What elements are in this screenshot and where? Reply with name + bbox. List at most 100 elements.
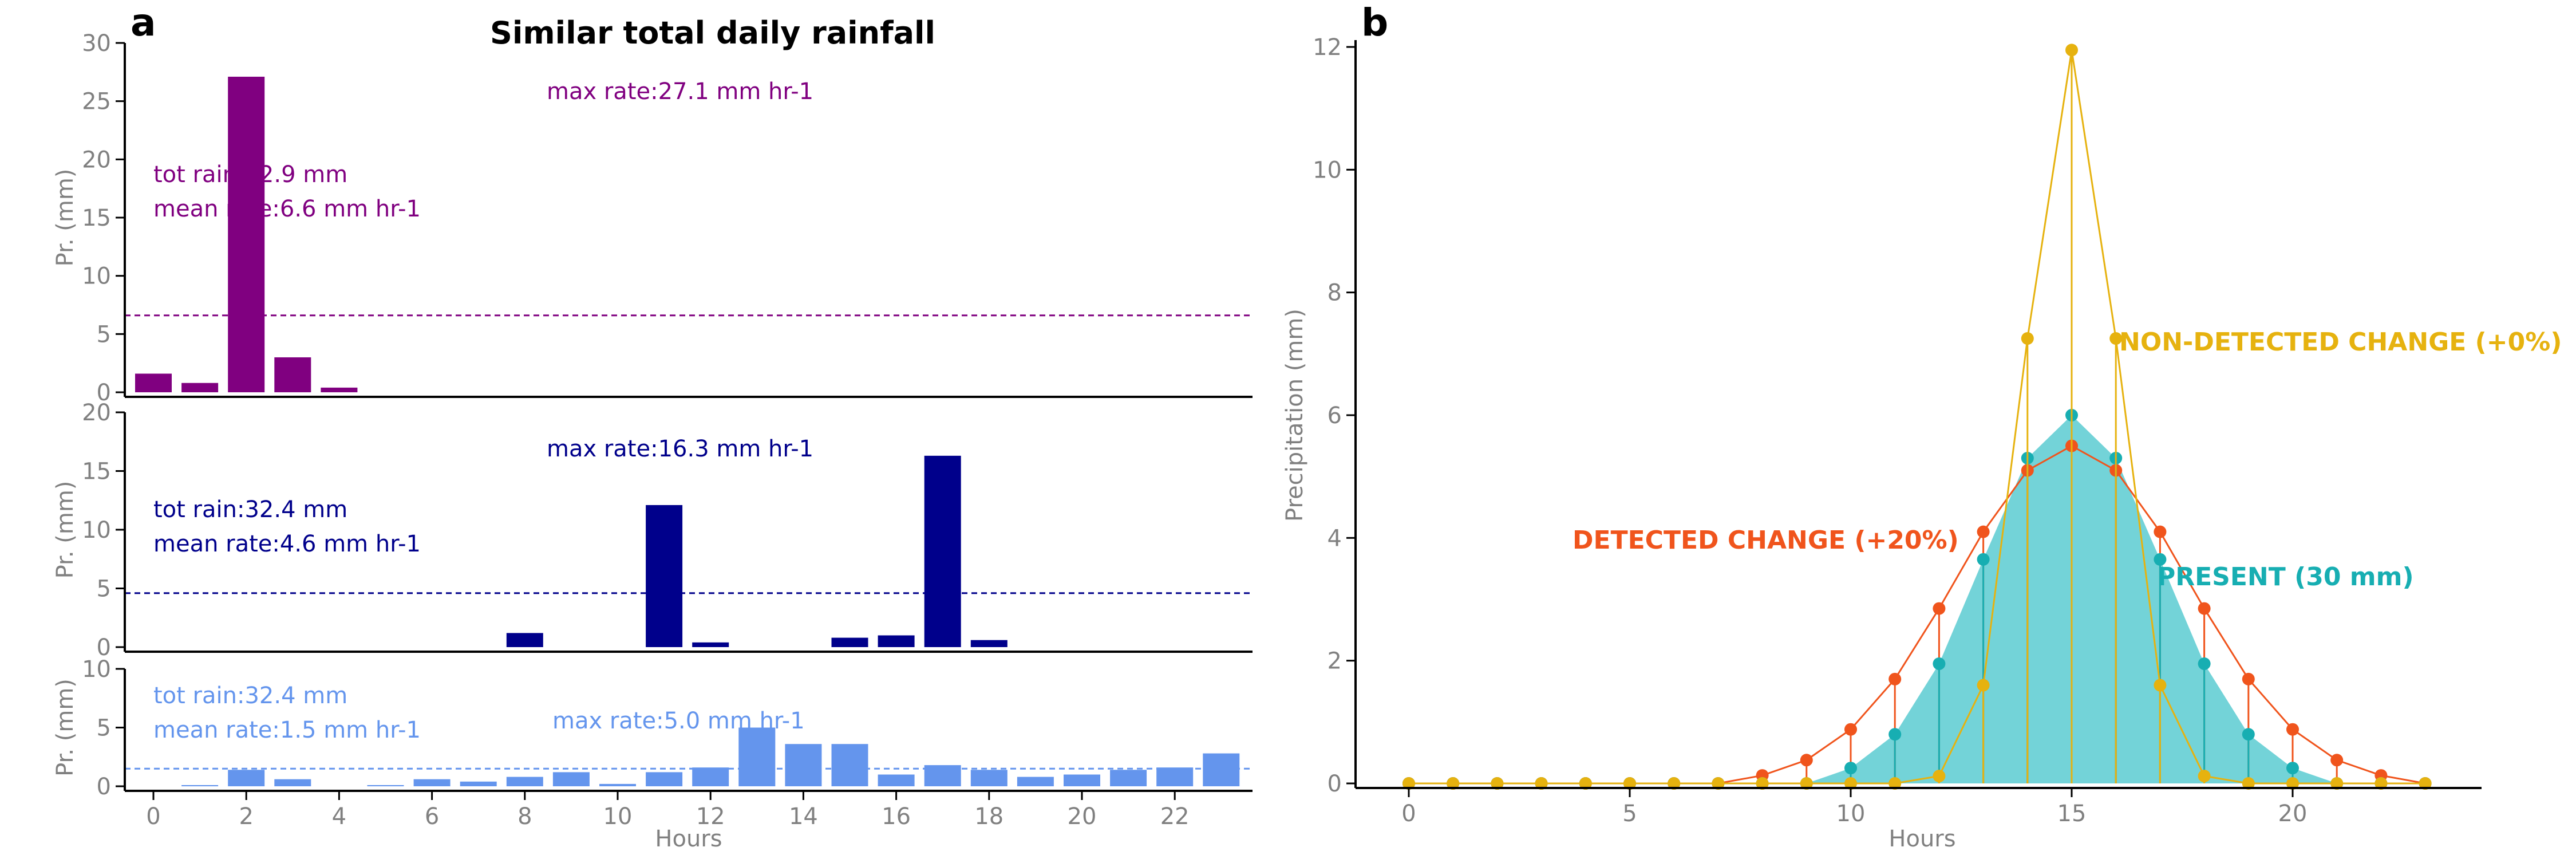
non-detected-change-point [2419,777,2432,790]
y-tick-label-s2: 10 [82,517,111,543]
bar-s3-h22 [1156,767,1194,786]
y-axis-label-s1: Pr. (mm) [52,169,78,267]
y-tick-label-s2: 20 [82,400,111,426]
x-tick-label: 4 [332,803,346,830]
x-tick-label: 8 [517,803,532,830]
y-tick-label-s1: 5 [97,321,111,348]
bar-s3-h5 [367,785,404,786]
detected-change-point [1977,525,1990,538]
x-axis-label-b: Hours [1888,826,1955,852]
non-detected-change-point [1712,777,1725,790]
present-point [2242,728,2255,741]
bar-s2-h17 [924,455,961,647]
y-tick-label-s3: 0 [97,774,111,800]
annotation-mean-rate-s2: mean rate:4.6 mm hr-1 [153,531,421,557]
bar-s3-h2 [228,770,265,786]
bar-s1-h3 [274,357,311,392]
y-tick-label-b: 12 [1313,34,1342,61]
present-point [1977,553,1990,566]
detected-change-point [1888,672,1902,685]
annotation-tot-rain-s2: tot rain:32.4 mm [153,497,347,523]
x-tick-label: 6 [425,803,439,830]
x-tick-label-b: 10 [1836,801,1866,827]
bar-s1-h2 [228,76,265,392]
present-point [1844,762,1857,775]
annotation-tot-rain-s1: tot rain:32.9 mm [153,161,347,188]
y-tick-label-b: 8 [1327,280,1342,306]
x-axis-label: Hours [655,826,722,852]
x-tick-label: 16 [882,803,911,830]
panel-b: 0 2 4 6 8 10 12 0 5 10 15 20 Precipitation (mm) Hours… [1282,34,2562,852]
detected-change-point [2242,672,2255,685]
y-axis-label-b: Precipitation (mm) [1282,309,1308,522]
bar-s2-h15 [831,637,868,647]
bar-s1-h4 [321,387,358,392]
annotation-mean-rate-s1: mean rate:6.6 mm hr-1 [153,196,421,222]
detected-change-point [2198,602,2211,615]
x-tick-label: 14 [789,803,818,830]
series-label-non-detected-change: NON-DETECTED CHANGE (+0%) [2119,328,2562,357]
x-tick-label: 18 [974,803,1003,830]
bar-s2-h11 [646,505,683,647]
annotation-max-rate-s1: max rate:27.1 mm hr-1 [547,78,813,105]
present-point [1933,657,1946,671]
bar-s3-h18 [970,770,1008,786]
non-detected-change-line [1409,50,2425,785]
y-axis-label-s3: Pr. (mm) [52,679,78,777]
y-tick-label-s1: 25 [82,89,111,115]
x-tick-label: 22 [1160,803,1190,830]
y-tick-label-b: 10 [1313,157,1342,183]
detected-change-point [2154,525,2167,538]
annotation-max-rate-s2: max rate:16.3 mm hr-1 [547,436,813,462]
y-tick-label-s2: 15 [82,459,111,485]
non-detected-change-point [2242,777,2255,790]
non-detected-change-point [2109,332,2123,345]
bar-s3-h9 [552,772,590,786]
panel-b-letter: b [1361,1,1388,45]
panel-a-letter: a [131,1,156,45]
bar-s3-h16 [878,774,915,786]
present-point [2154,553,2167,566]
y-tick-label-s2: 5 [97,576,111,602]
series-label-present: PRESENT (30 mm) [2157,562,2414,592]
present-point [2286,762,2299,775]
non-detected-change-point [2065,44,2078,57]
present-fill-area [1409,415,2425,783]
y-tick-label-s1: 10 [82,263,111,290]
non-detected-change-point [2374,777,2388,790]
non-detected-change-point [1623,777,1636,790]
present-point [1888,728,1902,741]
detected-change-point [1800,754,1813,767]
non-detected-change-point [1933,770,1946,783]
bar-s3-h1 [181,785,219,786]
y-tick-label-s1: 20 [82,147,111,173]
series-label-detected-change: DETECTED CHANGE (+20%) [1573,526,1959,555]
y-tick-label-b: 4 [1327,525,1342,551]
x-tick-label: 10 [603,803,633,830]
bar-s3-h20 [1064,774,1100,786]
non-detected-change-point [1800,777,1813,790]
y-tick-label-b: 2 [1327,648,1342,675]
non-detected-change-point [1844,777,1857,790]
y-tick-label-s3: 10 [82,656,111,683]
non-detected-change-point [1535,777,1548,790]
bar-s3-h23 [1203,753,1240,786]
non-detected-change-point [1447,777,1460,790]
bar-s3-h21 [1110,770,1147,786]
y-tick-label-b: 0 [1327,771,1342,797]
non-detected-change-point [1977,679,1990,692]
non-detected-change-point [2286,777,2299,790]
bar-s2-h16 [878,635,915,647]
x-tick-label-b: 20 [2278,801,2308,827]
annotation-max-rate-s3: max rate:5.0 mm hr-1 [552,708,805,734]
non-detected-change-point [2021,332,2034,345]
y-tick-label-s1: 30 [82,30,111,57]
x-tick-label: 2 [239,803,253,830]
bar-s3-h14 [785,744,822,786]
bar-s2-h12 [692,642,729,647]
non-detected-change-point [2154,679,2167,692]
y-tick-label-s2: 0 [97,635,111,661]
present-point [2198,657,2211,671]
